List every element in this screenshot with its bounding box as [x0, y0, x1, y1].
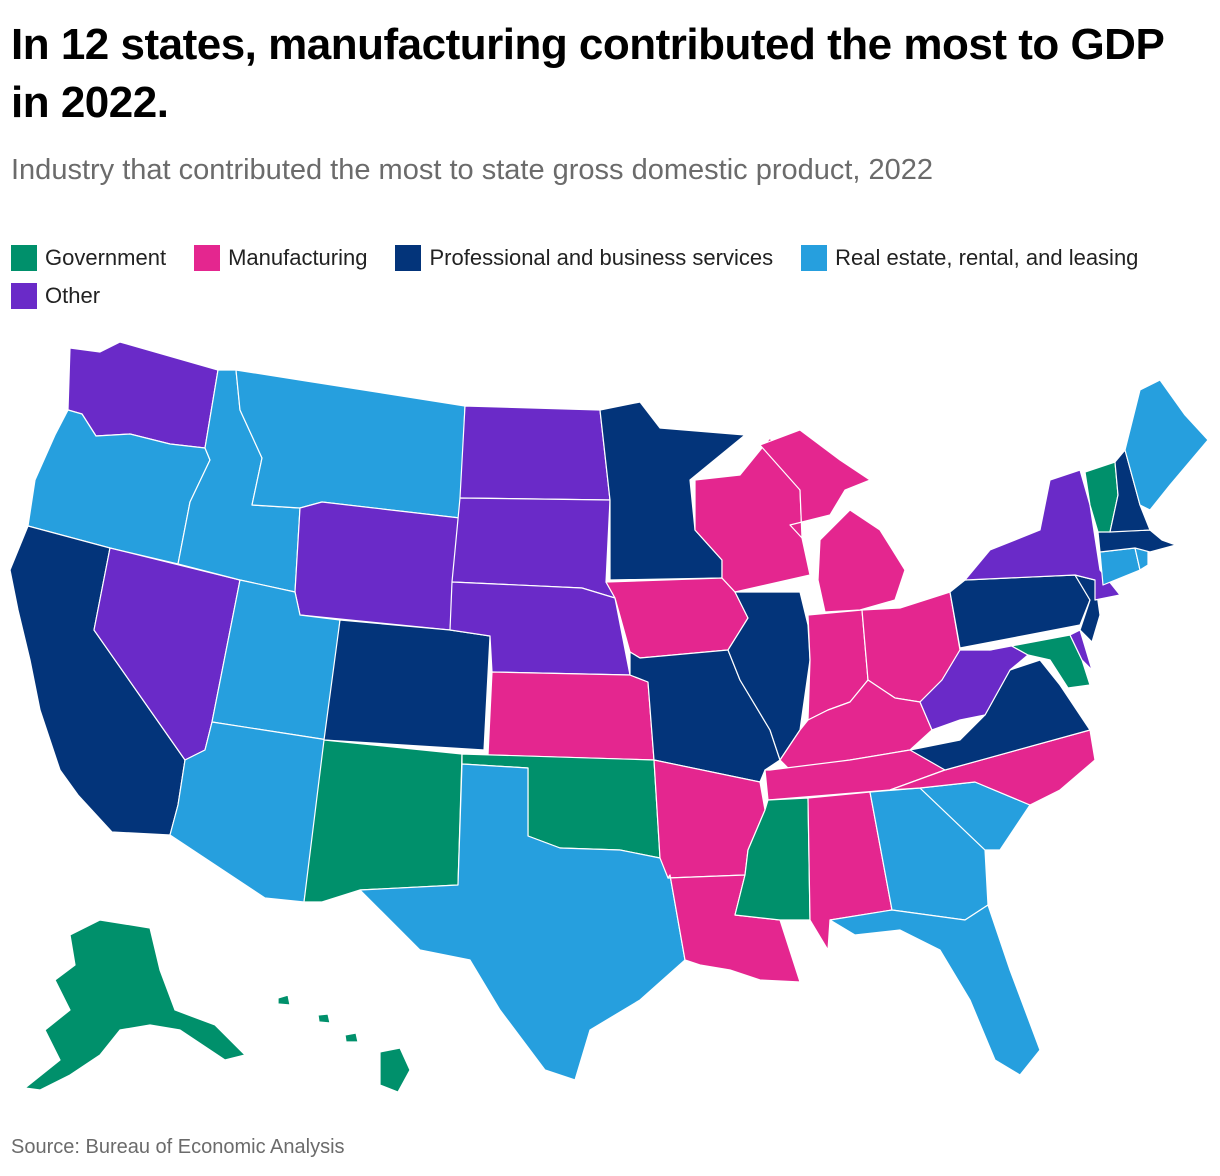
state-IA[interactable]	[605, 577, 749, 659]
state-KS[interactable]	[487, 671, 655, 761]
state-FL[interactable]	[829, 904, 1041, 1076]
legend-swatch-professional-services	[395, 245, 422, 271]
legend-label-government: Government	[45, 245, 167, 270]
state-MA[interactable]	[1097, 529, 1177, 553]
legend-swatch-government	[11, 245, 37, 271]
state-ND[interactable]	[459, 405, 611, 501]
legend-label-other: Other	[45, 283, 101, 308]
legend-swatch-manufacturing	[194, 245, 221, 271]
chart-subtitle: Industry that contributed the most to st…	[11, 154, 934, 186]
state-NY[interactable]	[964, 469, 1121, 601]
state-VA[interactable]	[909, 659, 1091, 771]
state-AK[interactable]	[24, 919, 246, 1091]
state-MO[interactable]	[629, 649, 781, 783]
legend-item-professional-services: Professional and business services	[395, 244, 773, 272]
legend-label-manufacturing: Manufacturing	[228, 245, 368, 270]
state-WY[interactable]	[294, 501, 461, 631]
legend-item-government: Government	[11, 244, 166, 272]
state-TX[interactable]	[359, 763, 686, 1081]
source-note: Source: Bureau of Economic Analysis	[11, 1136, 345, 1158]
state-HI[interactable]	[277, 994, 411, 1093]
state-DE[interactable]	[1069, 629, 1093, 671]
legend-item-real-estate: Real estate, rental, and leasing	[801, 244, 1138, 272]
legend-label-real-estate: Real estate, rental, and leasing	[835, 245, 1139, 270]
chart-title: In 12 states, manufacturing contributed …	[11, 20, 1164, 127]
legend-swatch-real-estate	[801, 245, 828, 271]
state-CT[interactable]	[1099, 547, 1141, 586]
state-MT[interactable]	[235, 369, 466, 519]
us-states-map	[9, 341, 1209, 1093]
legend-item-other: Other	[11, 282, 100, 310]
state-ME[interactable]	[1124, 379, 1209, 511]
legend-swatch-other	[11, 283, 37, 309]
legend-item-manufacturing: Manufacturing	[194, 244, 367, 272]
state-NM[interactable]	[303, 739, 463, 903]
state-CO[interactable]	[323, 619, 491, 751]
legend: Government Manufacturing Professional an…	[11, 244, 1206, 310]
state-MI[interactable]	[759, 429, 906, 613]
legend-label-professional-services: Professional and business services	[429, 245, 774, 270]
state-WI[interactable]	[694, 437, 811, 593]
